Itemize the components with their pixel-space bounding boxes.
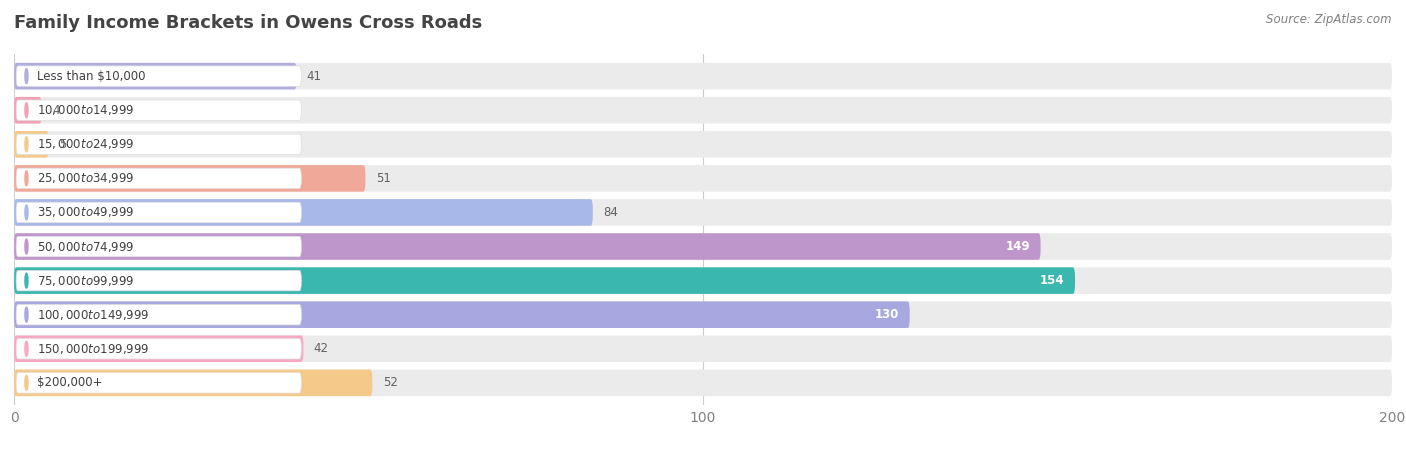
Text: $15,000 to $24,999: $15,000 to $24,999 [37,137,134,151]
FancyBboxPatch shape [14,131,1392,158]
FancyBboxPatch shape [14,165,1392,192]
Text: Less than $10,000: Less than $10,000 [37,70,145,83]
Text: 42: 42 [314,342,329,355]
FancyBboxPatch shape [15,134,301,154]
FancyBboxPatch shape [15,270,301,291]
Text: $10,000 to $14,999: $10,000 to $14,999 [37,103,134,117]
Circle shape [25,273,28,288]
FancyBboxPatch shape [14,233,1392,260]
Text: $50,000 to $74,999: $50,000 to $74,999 [37,239,134,253]
Text: $200,000+: $200,000+ [37,376,103,389]
Text: $150,000 to $199,999: $150,000 to $199,999 [37,342,149,356]
FancyBboxPatch shape [14,369,373,396]
Text: $25,000 to $34,999: $25,000 to $34,999 [37,171,134,185]
FancyBboxPatch shape [14,199,1392,226]
Circle shape [25,307,28,322]
FancyBboxPatch shape [14,369,1392,396]
FancyBboxPatch shape [14,63,1392,90]
Text: 149: 149 [1005,240,1031,253]
Text: 154: 154 [1040,274,1064,287]
FancyBboxPatch shape [15,100,301,121]
Text: 52: 52 [382,376,398,389]
FancyBboxPatch shape [15,168,301,189]
FancyBboxPatch shape [15,305,301,325]
Circle shape [25,239,28,254]
FancyBboxPatch shape [14,165,366,192]
Circle shape [25,69,28,84]
Text: 130: 130 [875,308,900,321]
Text: 4: 4 [52,104,59,117]
Circle shape [25,103,28,118]
Text: 5: 5 [59,138,66,151]
FancyBboxPatch shape [14,97,42,123]
Circle shape [25,205,28,220]
Text: 51: 51 [375,172,391,185]
Text: $75,000 to $99,999: $75,000 to $99,999 [37,274,134,288]
FancyBboxPatch shape [14,267,1076,294]
FancyBboxPatch shape [14,199,593,226]
FancyBboxPatch shape [14,267,1392,294]
FancyBboxPatch shape [15,236,301,257]
Circle shape [25,137,28,152]
FancyBboxPatch shape [15,338,301,359]
FancyBboxPatch shape [14,97,1392,123]
Circle shape [25,171,28,186]
FancyBboxPatch shape [15,66,301,86]
Circle shape [25,341,28,356]
Text: Family Income Brackets in Owens Cross Roads: Family Income Brackets in Owens Cross Ro… [14,14,482,32]
FancyBboxPatch shape [14,336,304,362]
FancyBboxPatch shape [14,336,1392,362]
Text: $35,000 to $49,999: $35,000 to $49,999 [37,206,134,220]
FancyBboxPatch shape [14,302,910,328]
FancyBboxPatch shape [15,373,301,393]
FancyBboxPatch shape [15,202,301,223]
Text: Source: ZipAtlas.com: Source: ZipAtlas.com [1267,14,1392,27]
Circle shape [25,375,28,390]
FancyBboxPatch shape [14,63,297,90]
FancyBboxPatch shape [14,233,1040,260]
Text: 41: 41 [307,70,322,83]
Text: 84: 84 [603,206,619,219]
FancyBboxPatch shape [14,302,1392,328]
Text: $100,000 to $149,999: $100,000 to $149,999 [37,308,149,322]
FancyBboxPatch shape [14,131,48,158]
